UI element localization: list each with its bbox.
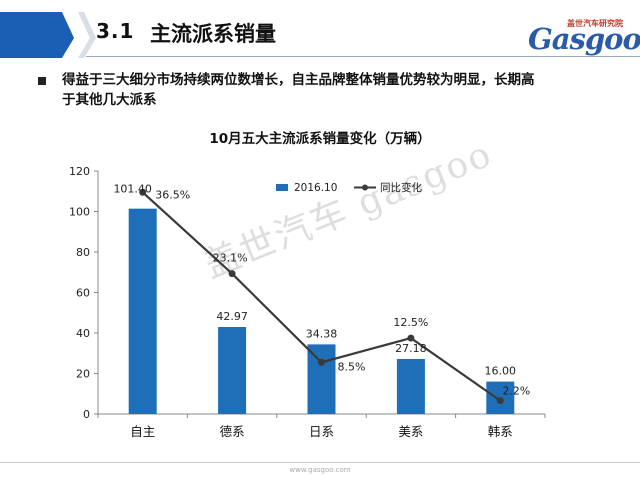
chart-title: 10月五大主流派系销量变化（万辆）: [209, 130, 430, 147]
header-banner: [0, 12, 96, 58]
section-number: 3.1: [96, 19, 135, 43]
bar-2: [307, 344, 336, 414]
x-tick-label: 自主: [130, 424, 155, 439]
y-tick-label: 20: [76, 368, 90, 381]
bar-1: [218, 326, 247, 414]
y-tick-label: 80: [76, 246, 90, 259]
footer-divider: [0, 462, 640, 463]
y-tick-label: 0: [83, 408, 90, 421]
header-chevron-grey: [78, 12, 96, 58]
x-tick-label: 日系: [309, 424, 334, 439]
gasgoo-logo: Gasgoo: [528, 22, 640, 56]
line-value-label: 12.5%: [393, 316, 428, 329]
yoy-point-0: [139, 188, 147, 196]
x-tick-label: 美系: [398, 424, 423, 439]
legend-bar-swatch: [276, 184, 288, 191]
y-tick-label: 120: [69, 165, 90, 178]
bar-3: [396, 358, 425, 414]
header-divider: [86, 56, 640, 57]
line-value-label: 36.5%: [155, 188, 190, 201]
bar-0: [128, 208, 157, 414]
slide-header: 3.1 主流派系销量 盖世汽车研究院 Gasgoo: [0, 0, 640, 62]
bar-value-label: 42.97: [216, 310, 248, 323]
y-tick-label: 40: [76, 327, 90, 340]
bar-value-label: 34.38: [306, 327, 338, 340]
bullet-text: 得益于三大细分市场持续两位数增长，自主品牌整体销量优势较为明显，长期高 于其他几…: [62, 70, 622, 110]
yoy-point-4: [496, 397, 504, 405]
line-value-label: 8.5%: [338, 360, 366, 373]
line-value-label: 23.1%: [213, 252, 248, 265]
legend-line-label: 同比变化: [380, 181, 422, 194]
logo-subtitle: 盖世汽车研究院: [567, 19, 623, 28]
header-blue-block: [0, 12, 74, 58]
section-title: 主流派系销量: [150, 22, 276, 46]
x-tick-label: 韩系: [488, 424, 513, 439]
bar-value-label: 101.40: [113, 183, 152, 196]
bar-value-label: 16.00: [485, 365, 517, 378]
bullet-line-1: 得益于三大细分市场持续两位数增长，自主品牌整体销量优势较为明显，长期高: [62, 72, 535, 88]
footer-url: www.gasgoo.com: [289, 466, 351, 474]
bullet-square-icon: [38, 77, 46, 85]
yoy-point-1: [228, 270, 236, 278]
bullet-line-2: 于其他几大派系: [62, 92, 157, 108]
yoy-point-2: [318, 358, 325, 366]
line-value-label: 2.2%: [502, 385, 530, 398]
legend-bar-label: 2016.10: [294, 182, 337, 194]
x-tick-label: 德系: [220, 424, 245, 439]
header-chevron-white: [66, 12, 86, 58]
legend-line-marker: [362, 184, 368, 191]
y-tick-label: 100: [69, 206, 90, 219]
yoy-point-3: [407, 334, 415, 342]
bar-value-label: 27.18: [395, 342, 427, 355]
y-tick-label: 60: [76, 287, 90, 300]
